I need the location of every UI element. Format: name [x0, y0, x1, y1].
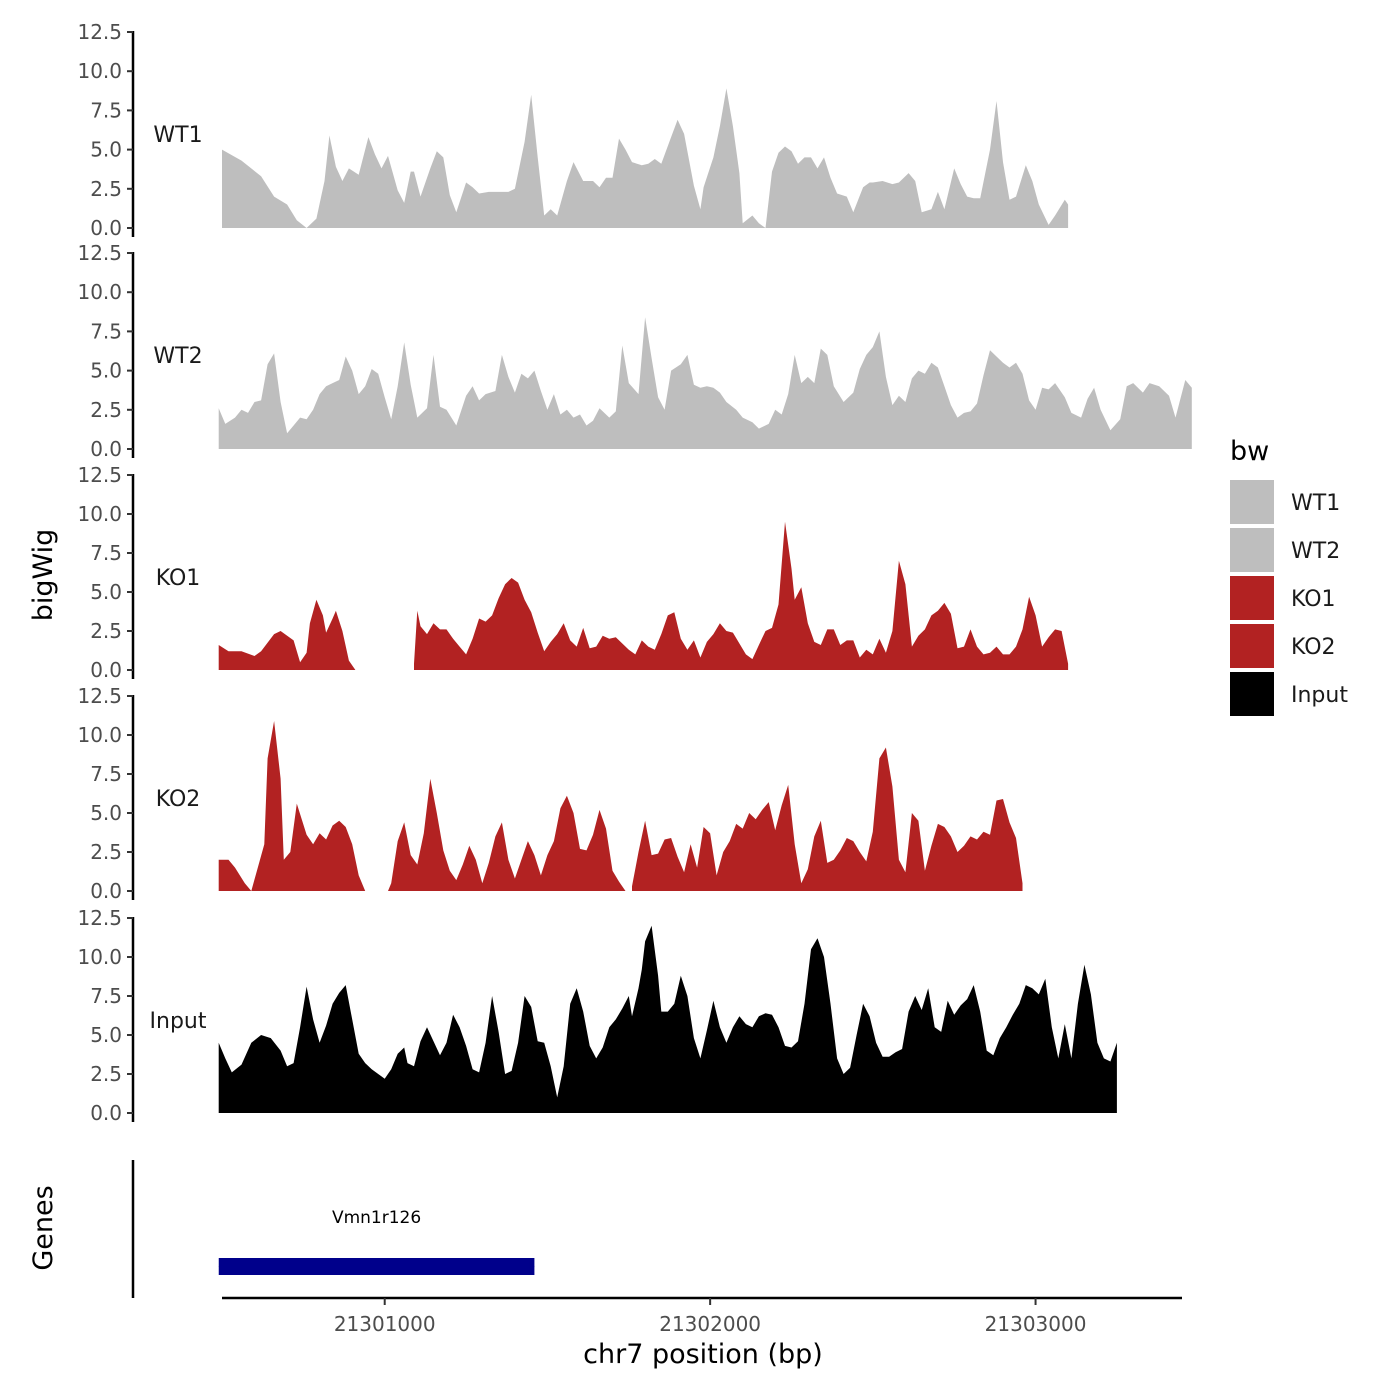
- y-tick-label: 2.5: [90, 398, 122, 422]
- y-tick-label: 5.0: [90, 359, 122, 383]
- legend-swatch: [1230, 528, 1274, 572]
- legend-item-ko1: KO1: [1230, 576, 1336, 620]
- y-tick-label: 12.5: [77, 20, 122, 44]
- gene-name-label: Vmn1r126: [332, 1208, 421, 1228]
- y-tick-label: 0.0: [90, 658, 122, 682]
- y-tick-label: 10.0: [77, 502, 122, 526]
- y-tick-label: 0.0: [90, 879, 122, 903]
- track-panel-ko2: 0.0 2.5 5.0 7.5 10.0 12.5 KO2: [77, 684, 1023, 903]
- gene-track-title: Genes: [28, 1185, 59, 1270]
- legend-label: Input: [1291, 683, 1348, 708]
- y-tick-label: 5.0: [90, 138, 122, 162]
- track-panel-input: 0.0 2.5 5.0 7.5 10.0 12.5 Input: [77, 906, 1117, 1125]
- y-tick-label: 10.0: [77, 945, 122, 969]
- y-axis-title: bigWig: [28, 529, 59, 622]
- track-panel-wt1: 0.0 2.5 5.0 7.5 10.0 12.5 WT1: [77, 20, 1069, 240]
- y-tick-label: 5.0: [90, 801, 122, 825]
- legend-swatch: [1230, 480, 1274, 524]
- y-tick-label: 12.5: [77, 684, 122, 708]
- legend-item-input: Input: [1230, 672, 1348, 716]
- legend-label: WT1: [1291, 491, 1340, 516]
- x-axis-title: chr7 position (bp): [583, 1339, 823, 1370]
- legend-label: KO1: [1291, 587, 1336, 612]
- y-tick-label: 10.0: [77, 280, 122, 304]
- y-tick-label: 2.5: [90, 177, 122, 201]
- legend-swatch: [1230, 576, 1274, 620]
- y-tick-label: 12.5: [77, 241, 122, 265]
- y-tick-label: 10.0: [77, 59, 122, 83]
- legend-swatch: [1230, 624, 1274, 668]
- y-tick-label: 0.0: [90, 437, 122, 461]
- legend-label: WT2: [1291, 539, 1340, 564]
- legend-item-ko2: KO2: [1230, 624, 1336, 668]
- coverage-area-input: [218, 925, 1117, 1113]
- gene-body: [218, 1258, 535, 1275]
- y-tick-label: 5.0: [90, 580, 122, 604]
- y-tick-label: 12.5: [77, 463, 122, 487]
- coverage-area-ko2: [218, 721, 366, 891]
- legend-item-wt2: WT2: [1230, 528, 1340, 572]
- coverage-area-wt1: [222, 88, 1069, 229]
- x-tick-label: 21302000: [659, 1312, 761, 1336]
- track-label: WT2: [153, 344, 202, 369]
- legend-swatch: [1230, 672, 1274, 716]
- y-tick-label: 7.5: [90, 98, 122, 122]
- y-tick-label: 0.0: [90, 1101, 122, 1125]
- coverage-area-wt2: [218, 317, 1192, 449]
- y-tick-label: 0.0: [90, 216, 122, 240]
- legend: WT1 WT2 KO1 KO2 Input: [1230, 480, 1348, 716]
- y-tick-label: 5.0: [90, 1023, 122, 1047]
- track-label: KO1: [156, 566, 201, 591]
- x-tick-label: 21303000: [985, 1312, 1087, 1336]
- coverage-area-ko2: [388, 778, 626, 891]
- legend-item-wt1: WT1: [1230, 480, 1340, 524]
- gene-start-cap: [218, 1258, 224, 1275]
- track-label: KO2: [156, 787, 201, 812]
- y-tick-label: 7.5: [90, 762, 122, 786]
- y-tick-label: 12.5: [77, 906, 122, 930]
- track-panel-wt2: 0.0 2.5 5.0 7.5 10.0 12.5 WT2: [77, 241, 1192, 461]
- coverage-area-ko1: [414, 521, 1069, 670]
- legend-title: bw: [1230, 436, 1269, 467]
- x-axis: 21301000 21302000 21303000: [222, 1296, 1182, 1336]
- y-tick-label: 2.5: [90, 840, 122, 864]
- y-tick-label: 7.5: [90, 984, 122, 1008]
- track-panel-ko1: 0.0 2.5 5.0 7.5 10.0 12.5 KO1: [77, 463, 1069, 682]
- gene-end-cap: [529, 1258, 535, 1275]
- gene-track: Vmn1r126: [131, 1160, 535, 1298]
- y-tick-label: 10.0: [77, 723, 122, 747]
- y-tick-label: 2.5: [90, 619, 122, 643]
- y-tick-label: 7.5: [90, 541, 122, 565]
- track-label: WT1: [153, 123, 202, 148]
- coverage-tracks: 0.0 2.5 5.0 7.5 10.0 12.5 WT1 0.0 2.5 5.0 7.5 10.0 1…: [77, 20, 1192, 1125]
- coverage-area-ko1: [218, 599, 356, 670]
- legend-label: KO2: [1291, 635, 1336, 660]
- coverage-area-ko2: [632, 747, 1023, 891]
- y-tick-label: 7.5: [90, 319, 122, 343]
- y-tick-label: 2.5: [90, 1062, 122, 1086]
- track-label: Input: [150, 1009, 207, 1034]
- x-tick-label: 21301000: [334, 1312, 436, 1336]
